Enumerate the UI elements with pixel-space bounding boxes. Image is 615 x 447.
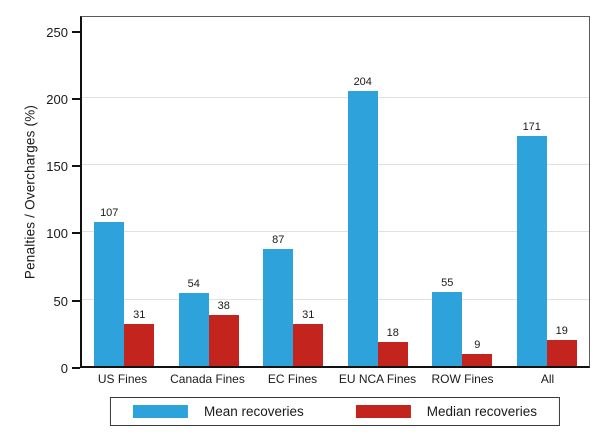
- bar-value-label: 171: [522, 120, 541, 133]
- y-tick-mark-150: [72, 165, 80, 168]
- legend-item: Median recoveries: [355, 404, 538, 419]
- bar-group-4: 55 9: [420, 17, 505, 366]
- bar: [546, 340, 577, 366]
- gridline-200: [82, 96, 589, 98]
- bar-column: 18: [377, 326, 408, 366]
- bar: [377, 341, 408, 366]
- x-axis-labels: US Fines Canada Fines EC Fines EU NCA Fines…: [80, 372, 590, 386]
- bar: [347, 91, 378, 366]
- bar-column: 87: [263, 233, 294, 366]
- y-tick-mark-250: [72, 30, 80, 33]
- bar-column: 38: [208, 299, 239, 366]
- bar-value-label: 204: [353, 76, 372, 89]
- bar-column: 107: [94, 206, 125, 366]
- y-tick-label-250: 250: [46, 24, 68, 40]
- bar-column: 9: [462, 338, 493, 366]
- bar-column: 31: [124, 309, 155, 366]
- y-tick-mark-50: [72, 299, 80, 302]
- bar-group-0: 107 31: [82, 17, 167, 366]
- bar-value-label: 31: [133, 309, 146, 322]
- x-category-label-2: EC Fines: [267, 372, 318, 386]
- bar-column: 31: [293, 309, 324, 366]
- bar: [178, 293, 209, 366]
- x-category-label-0: US Fines: [97, 372, 148, 386]
- bar-column: 171: [516, 120, 547, 366]
- bar-value-label: 19: [555, 325, 568, 338]
- x-category-label-4: ROW Fines: [431, 372, 494, 386]
- bar: [462, 353, 493, 366]
- bar: [94, 221, 125, 366]
- y-tick-mark-100: [72, 232, 80, 235]
- legend-label: Median recoveries: [426, 404, 538, 419]
- bar: [263, 248, 294, 366]
- bar-value-label: 38: [217, 299, 230, 312]
- y-tick-mark-200: [72, 97, 80, 100]
- bar-group-5: 171 19: [505, 17, 590, 366]
- bar: [293, 324, 324, 366]
- x-category-label-1: Canada Fines: [170, 372, 245, 386]
- bar-value-label: 9: [474, 338, 481, 351]
- y-tick-label-150: 150: [46, 159, 68, 175]
- bar-column: 204: [347, 76, 378, 366]
- bar: [208, 314, 239, 366]
- bar-value-label: 55: [441, 276, 454, 289]
- gridline-50: [82, 298, 589, 300]
- y-tick-label-50: 50: [53, 293, 68, 309]
- legend-label: Mean recoveries: [203, 404, 304, 419]
- plot-area: 107 31 54 38 87 31 204 18 55 9 171 19: [80, 16, 590, 368]
- bar-column: 19: [546, 325, 577, 366]
- bar-value-label: 87: [272, 233, 285, 246]
- y-tick-label-100: 100: [46, 226, 68, 242]
- x-category-label-3: EU NCA Fines: [338, 372, 417, 386]
- legend-swatch: [355, 405, 411, 418]
- bar: [124, 324, 155, 366]
- bar-value-label: 54: [187, 278, 200, 291]
- bar-column: 55: [432, 276, 463, 366]
- y-tick-mark-0: [72, 367, 80, 369]
- legend: Mean recoveries Median recoveries: [109, 397, 561, 426]
- bar-value-label: 31: [302, 309, 315, 322]
- bar-groups: 107 31 54 38 87 31 204 18 55 9 171 19: [82, 17, 589, 366]
- y-tick-label-0: 0: [60, 361, 68, 376]
- gridline-100: [82, 231, 589, 233]
- legend-swatch: [132, 405, 188, 418]
- bar: [516, 135, 547, 366]
- y-tick-label-200: 200: [46, 91, 68, 107]
- bar-value-label: 107: [100, 206, 119, 219]
- bar-value-label: 18: [386, 326, 399, 339]
- gridline-150: [82, 164, 589, 166]
- bar-group-3: 204 18: [336, 17, 421, 366]
- legend-item: Mean recoveries: [132, 404, 304, 419]
- bar-group-2: 87 31: [251, 17, 336, 366]
- x-category-label-5: All: [540, 372, 555, 386]
- bar-column: 54: [178, 278, 209, 366]
- y-axis-title: Penalties / Overcharges (%): [22, 104, 38, 280]
- bar: [432, 291, 463, 366]
- bar-group-1: 54 38: [167, 17, 252, 366]
